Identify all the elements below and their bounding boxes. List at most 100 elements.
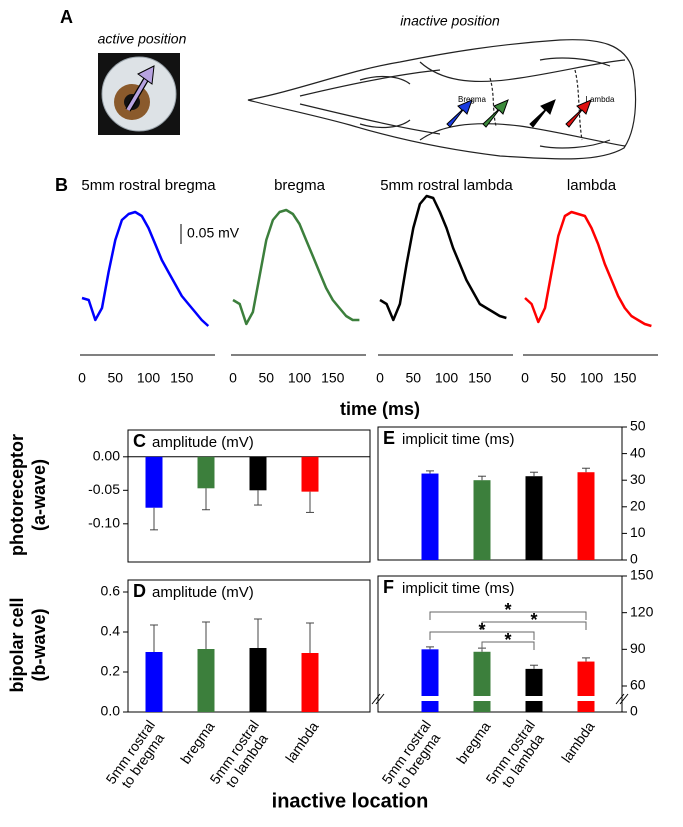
axis-break <box>375 693 385 705</box>
significance-bracket <box>429 611 587 620</box>
x-tick-label: 150 <box>613 370 637 386</box>
x-tick-label: 0 <box>376 370 384 386</box>
active-label: active position <box>98 31 187 47</box>
bar <box>577 661 595 712</box>
plot-frame <box>127 579 371 713</box>
axis-break <box>371 693 381 705</box>
trace <box>379 194 507 322</box>
x-tick-label: 0 <box>78 370 86 386</box>
x-tick-label: 100 <box>435 370 459 386</box>
panel-letter: A <box>60 7 73 27</box>
bar <box>249 648 267 712</box>
x-tick-label: 150 <box>468 370 492 386</box>
y-tick-label: 120 <box>630 603 654 619</box>
chart-title: lambda <box>567 177 617 194</box>
x-tick-label: 0 <box>229 370 237 386</box>
x-tick-label-group: lambda <box>282 718 322 765</box>
chart-title: amplitude (mV) <box>152 434 254 451</box>
bar <box>145 456 163 508</box>
x-axis-label: inactive location <box>272 790 429 812</box>
plot-frame <box>377 575 623 713</box>
y-tick-label: 0.6 <box>101 583 121 599</box>
panel-letter: F <box>383 577 394 597</box>
y-tick-label: 40 <box>630 444 646 460</box>
y-tick-label: 20 <box>630 498 646 514</box>
significance-label: * <box>478 620 485 640</box>
x-tick-label: lambda <box>558 718 598 765</box>
panel-letter: D <box>133 581 146 601</box>
x-tick-label: 50 <box>405 370 421 386</box>
y-tick-label: 150 <box>630 567 654 583</box>
position-arrows <box>446 99 592 128</box>
y-tick-label: 90 <box>630 640 646 656</box>
significance-label: * <box>530 610 537 630</box>
bar <box>301 456 319 492</box>
x-tick-label: lambda <box>282 718 322 765</box>
bar <box>249 456 267 491</box>
chart-title: 5mm rostral bregma <box>81 177 216 194</box>
x-tick-label: 150 <box>321 370 345 386</box>
y-tick-label: 0.2 <box>101 663 121 679</box>
x-tick-label-group: lambda <box>558 718 598 765</box>
chart-title: 5mm rostral lambda <box>380 177 513 194</box>
x-tick-label: 150 <box>170 370 194 386</box>
x-tick-label-group: bregma <box>177 718 217 766</box>
panel-letter: B <box>55 175 68 195</box>
axis-break-stripe <box>472 696 492 701</box>
axis-break <box>615 693 625 705</box>
x-tick-label: 100 <box>137 370 161 386</box>
bar <box>421 473 439 560</box>
x-tick-label: 50 <box>107 370 123 386</box>
bar <box>197 649 215 712</box>
y-tick-label: -0.10 <box>88 515 120 531</box>
significance-label: * <box>504 600 511 620</box>
bar <box>473 651 491 712</box>
bar <box>577 472 595 560</box>
significance-bracket <box>429 631 535 640</box>
chart-title: implicit time (ms) <box>402 580 515 597</box>
eye-image <box>98 53 180 135</box>
skull-label: Lambda <box>586 95 615 104</box>
row-label: (a-wave) <box>29 459 49 531</box>
bar <box>145 652 163 712</box>
bar <box>525 668 543 712</box>
trace <box>232 208 360 326</box>
plot-frame <box>377 426 623 561</box>
bar <box>525 476 543 560</box>
inactive-label: inactive position <box>400 13 500 29</box>
skull-drawing <box>247 39 637 160</box>
chart-title: amplitude (mV) <box>152 584 254 601</box>
bar <box>421 649 439 712</box>
bar <box>301 653 319 712</box>
y-tick-label: -0.05 <box>88 481 120 497</box>
panel-letter: C <box>133 431 146 451</box>
y-tick-label: 50 <box>630 418 646 434</box>
x-tick-label: 100 <box>580 370 604 386</box>
bar <box>197 456 215 489</box>
significance-label: * <box>504 630 511 650</box>
y-tick-label: 60 <box>630 677 646 693</box>
panel-letter: E <box>383 428 395 448</box>
x-tick-label: 0 <box>521 370 529 386</box>
trace <box>524 210 652 328</box>
significance-bracket <box>481 641 535 650</box>
row-label: bipolar cell <box>7 597 27 692</box>
scale-bar-label: 0.05 mV <box>187 225 240 241</box>
axis-break <box>619 693 629 705</box>
y-tick-label: 0.4 <box>101 623 121 639</box>
x-tick-label: 50 <box>258 370 274 386</box>
plot-frame <box>127 429 371 563</box>
y-tick-label: 10 <box>630 524 646 540</box>
axis-break-stripe <box>524 696 544 701</box>
y-tick-label: 0 <box>630 703 638 719</box>
axis-break-stripe <box>576 696 596 701</box>
x-tick-label: bregma <box>453 718 493 766</box>
y-tick-label: 30 <box>630 471 646 487</box>
x-tick-label: bregma <box>177 718 217 766</box>
y-tick-label: 0.00 <box>93 448 120 464</box>
x-tick-label: 50 <box>550 370 566 386</box>
row-label: (b-wave) <box>29 608 49 681</box>
